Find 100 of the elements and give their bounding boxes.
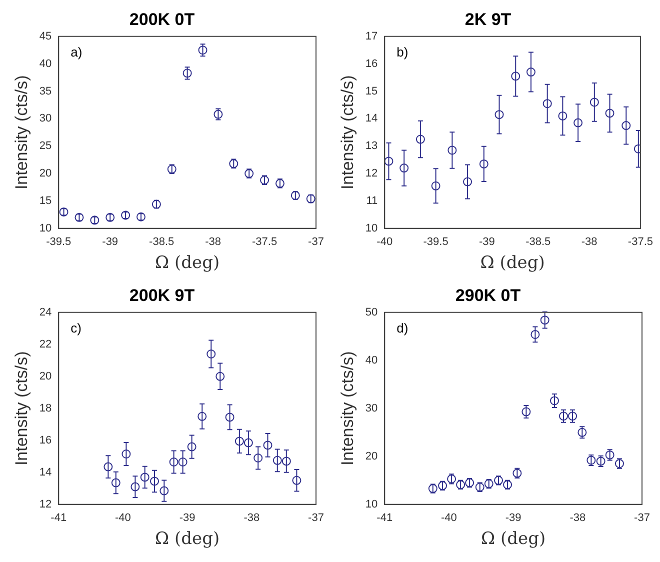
point: [384, 156, 394, 166]
y-axis-title: Intensity (cts/s): [338, 351, 357, 466]
x-tick-label: -38: [581, 236, 598, 248]
point: [216, 372, 225, 381]
point: [187, 442, 196, 452]
x-tick-label: -37: [308, 512, 324, 524]
annotation: b): [396, 44, 408, 60]
point: [540, 316, 550, 325]
point: [104, 462, 113, 472]
point: [400, 164, 409, 173]
y-tick-label: 16: [39, 434, 52, 446]
point: [530, 330, 540, 339]
point: [559, 412, 568, 421]
x-tick-label: -38.5: [149, 236, 174, 248]
y-tick-label: 50: [365, 306, 378, 318]
x-tick-label: -38.5: [526, 236, 551, 248]
x-tick-label: -39: [479, 236, 495, 248]
x-axis-title: Ω (deg): [155, 253, 220, 274]
y-tick-label: 15: [365, 85, 378, 98]
y-tick-label: 45: [39, 30, 52, 42]
y-tick-label: 15: [39, 195, 52, 208]
y-tick-label: 12: [365, 168, 378, 180]
point: [526, 68, 536, 77]
annotation: a): [70, 44, 82, 60]
x-tick-label: -37.5: [252, 236, 278, 248]
chart-title: 2K 9T: [464, 10, 512, 29]
y-tick-label: 25: [39, 140, 52, 152]
point: [272, 456, 282, 465]
y-tick-label: 16: [365, 58, 378, 70]
y-tick-label: 14: [39, 466, 52, 478]
x-tick-label: -39: [505, 512, 522, 524]
point: [225, 412, 234, 422]
point: [178, 458, 188, 466]
y-tick-label: 40: [39, 58, 52, 70]
chart-title: 200K 0T: [129, 10, 196, 29]
y-tick-label: 14: [365, 112, 378, 125]
x-axis-title: Ω (deg): [481, 529, 546, 550]
point: [140, 472, 150, 482]
x-tick-label: -38: [244, 512, 260, 524]
point: [463, 177, 472, 186]
point: [292, 476, 302, 485]
y-tick-label: 30: [39, 112, 52, 125]
point: [522, 407, 531, 416]
point: [574, 118, 583, 128]
point: [416, 134, 425, 144]
y-tick-label: 20: [365, 450, 378, 462]
point: [558, 111, 568, 120]
y-tick-label: 11: [366, 195, 378, 208]
point: [494, 110, 504, 120]
x-tick-label: -40: [115, 512, 131, 524]
y-tick-label: 10: [365, 498, 378, 510]
x-tick-label: -38: [570, 512, 586, 524]
y-axis-title: Intensity (cts/s): [12, 75, 31, 190]
x-tick-label: -38: [205, 236, 222, 248]
point: [169, 458, 178, 466]
chart-title: 200K 9T: [129, 286, 196, 305]
x-tick-label: -39.5: [423, 236, 448, 248]
point: [198, 46, 208, 55]
x-tick-label: -39: [102, 236, 118, 248]
y-tick-label: 20: [39, 168, 52, 180]
y-axis-title: Intensity (cts/s): [12, 351, 31, 466]
point: [263, 440, 272, 450]
x-tick-label: -37: [634, 512, 650, 524]
chart-title: 290K 0T: [455, 286, 522, 305]
point: [578, 428, 587, 437]
x-tick-label: -41: [50, 512, 67, 524]
y-tick-label: 13: [365, 140, 378, 152]
point: [111, 478, 120, 488]
point: [550, 396, 559, 406]
y-tick-label: 22: [39, 338, 52, 350]
x-tick-label: -37.5: [628, 236, 654, 248]
point: [182, 68, 192, 78]
point: [448, 146, 457, 155]
x-axis-title: Ω (deg): [480, 253, 545, 274]
point: [605, 108, 614, 118]
point: [431, 181, 440, 190]
point: [160, 486, 169, 496]
point: [206, 350, 216, 358]
point: [568, 412, 578, 421]
y-tick-label: 40: [365, 354, 378, 366]
y-tick-label: 10: [39, 222, 52, 234]
y-tick-label: 10: [365, 222, 378, 234]
x-axis-title: Ω (deg): [155, 529, 220, 550]
point: [122, 450, 131, 458]
annotation: d): [396, 320, 408, 336]
y-tick-label: 12: [39, 498, 52, 510]
x-tick-label: -39: [179, 512, 196, 524]
point: [130, 482, 140, 492]
x-tick-label: -39.5: [46, 236, 72, 248]
y-tick-label: 24: [39, 306, 52, 318]
point: [511, 72, 520, 81]
point: [479, 159, 488, 168]
x-tick-label: -37: [308, 236, 324, 248]
y-tick-label: 30: [365, 402, 378, 414]
x-tick-label: -41: [376, 512, 393, 524]
y-tick-label: 20: [39, 370, 52, 382]
y-tick-label: 17: [365, 30, 378, 42]
point: [244, 438, 253, 448]
x-tick-label: -40: [441, 512, 457, 524]
point: [198, 412, 207, 421]
